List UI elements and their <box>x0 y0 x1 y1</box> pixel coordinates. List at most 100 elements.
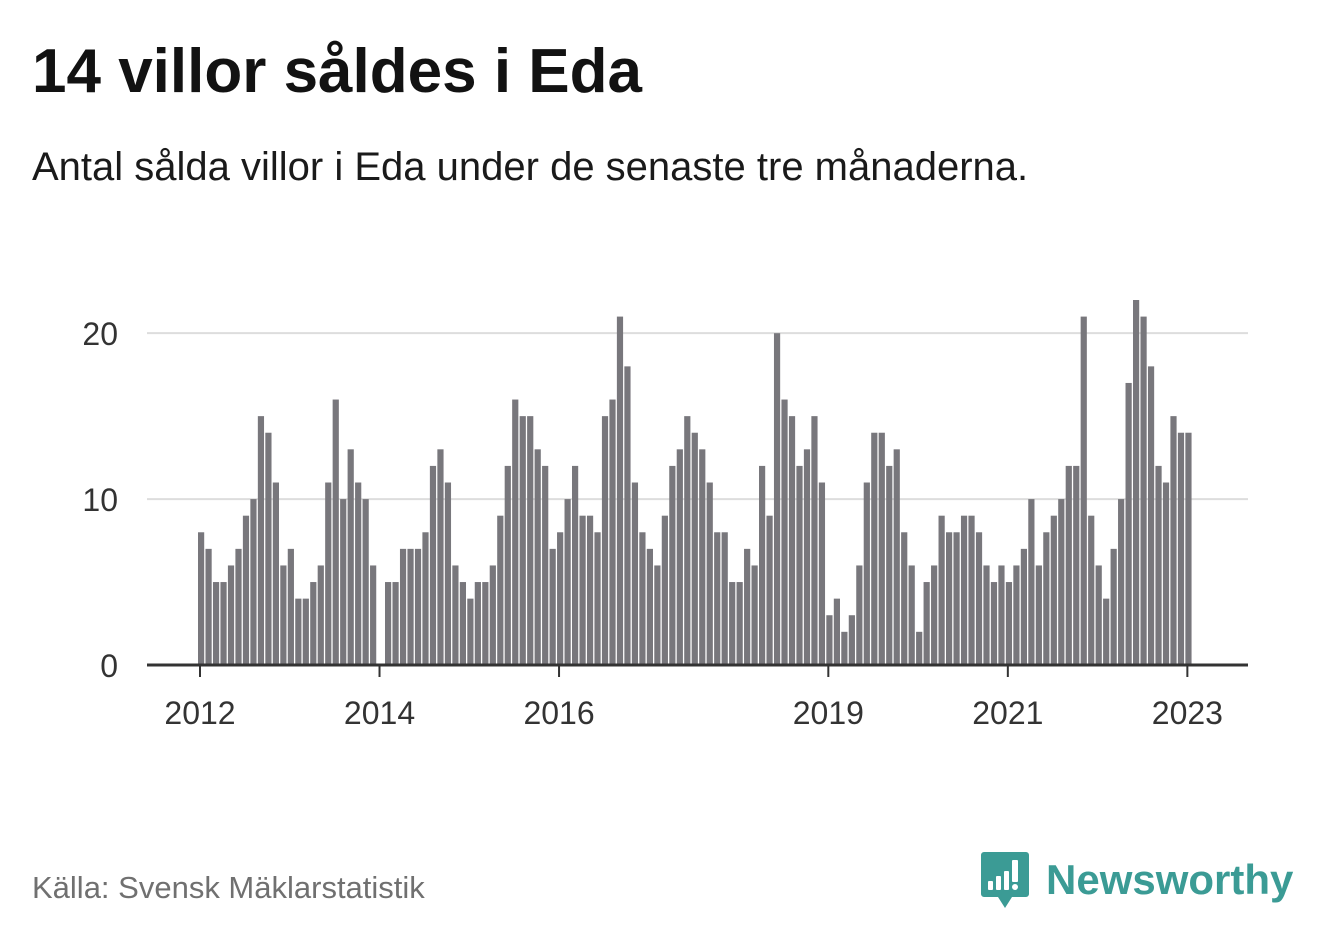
bar <box>287 548 294 665</box>
bar <box>669 465 676 665</box>
bar <box>781 399 788 665</box>
bar <box>325 482 332 665</box>
bar <box>399 548 407 665</box>
chart-title: 14 villor såldes i Eda <box>32 37 642 106</box>
bar <box>444 482 452 665</box>
brand-logo: Newsworthy <box>980 850 1293 910</box>
bar <box>773 333 781 665</box>
bar <box>482 582 489 665</box>
bar <box>946 532 953 665</box>
bar <box>1043 532 1050 665</box>
bar <box>983 565 990 665</box>
bar <box>1110 548 1117 665</box>
bar <box>1073 465 1080 665</box>
bar <box>1147 366 1155 665</box>
bar <box>968 515 975 665</box>
bar <box>227 565 235 665</box>
bar <box>414 548 422 665</box>
x-tick-label: 2021 <box>972 695 1043 731</box>
bar <box>714 532 721 665</box>
bar <box>272 482 279 665</box>
bar <box>1020 548 1027 665</box>
bar <box>751 565 758 665</box>
bar <box>579 515 586 665</box>
bar <box>407 548 414 665</box>
bar <box>736 582 743 665</box>
bar <box>1035 565 1042 665</box>
bar <box>931 565 938 665</box>
x-tick-label: 2019 <box>793 695 864 731</box>
bar <box>729 582 736 665</box>
bar <box>280 565 287 665</box>
bar <box>848 615 855 665</box>
bar <box>759 465 766 665</box>
x-tick-label: 2014 <box>344 695 415 731</box>
bar <box>908 565 915 665</box>
bar <box>654 565 661 665</box>
y-tick-label: 20 <box>82 316 118 352</box>
bar <box>818 482 826 665</box>
bar <box>766 515 773 665</box>
bar <box>601 416 609 665</box>
bar <box>392 582 399 665</box>
bar <box>960 515 968 665</box>
y-tick-label: 10 <box>82 482 118 518</box>
bar <box>616 316 624 665</box>
bar <box>564 499 571 665</box>
bars <box>198 300 1192 665</box>
bar <box>975 532 983 665</box>
bar <box>265 432 272 665</box>
bar <box>422 532 429 665</box>
bar <box>938 515 945 665</box>
bar <box>691 432 698 665</box>
bar <box>841 631 848 665</box>
newsworthy-logo-icon <box>981 852 1029 908</box>
bar <box>504 465 511 665</box>
bar <box>429 465 437 665</box>
bar <box>437 449 444 665</box>
bar <box>886 465 893 665</box>
bar <box>310 582 317 665</box>
bar <box>586 515 594 665</box>
bar <box>542 465 549 665</box>
bar <box>242 515 250 665</box>
bar <box>631 482 639 665</box>
bar <box>803 449 811 665</box>
x-tick-label: 2012 <box>164 695 235 731</box>
x-axis-ticks: 2012 2014 2016 2019 2021 2023 <box>164 665 1223 731</box>
bar <box>1118 499 1125 665</box>
y-tick-label: 0 <box>100 648 118 684</box>
bar <box>1170 416 1177 665</box>
bar <box>1133 300 1140 665</box>
bar <box>624 366 631 665</box>
bar <box>796 465 803 665</box>
bar <box>317 565 324 665</box>
bar <box>721 532 728 665</box>
bar <box>609 399 616 665</box>
bar <box>557 532 564 665</box>
bar <box>594 532 601 665</box>
bar <box>863 482 870 665</box>
x-tick-label: 2016 <box>523 695 594 731</box>
bar <box>1065 465 1072 665</box>
bar <box>661 515 668 665</box>
bar <box>1013 565 1020 665</box>
bar <box>788 416 796 665</box>
bar <box>295 598 302 665</box>
bar <box>1088 515 1095 665</box>
bar <box>1005 582 1013 665</box>
bar <box>362 499 369 665</box>
bar <box>923 582 930 665</box>
bar <box>332 399 339 665</box>
highlight-value-label: 14 <box>1175 0 1213 8</box>
bar <box>519 416 526 665</box>
bar <box>1177 432 1185 665</box>
bar <box>699 449 706 665</box>
bar <box>826 615 833 665</box>
bar <box>878 432 885 665</box>
y-axis-ticks: 0 10 20 <box>82 316 118 684</box>
bar <box>998 565 1005 665</box>
x-tick-label: 2023 <box>1152 695 1223 731</box>
bar <box>833 598 840 665</box>
